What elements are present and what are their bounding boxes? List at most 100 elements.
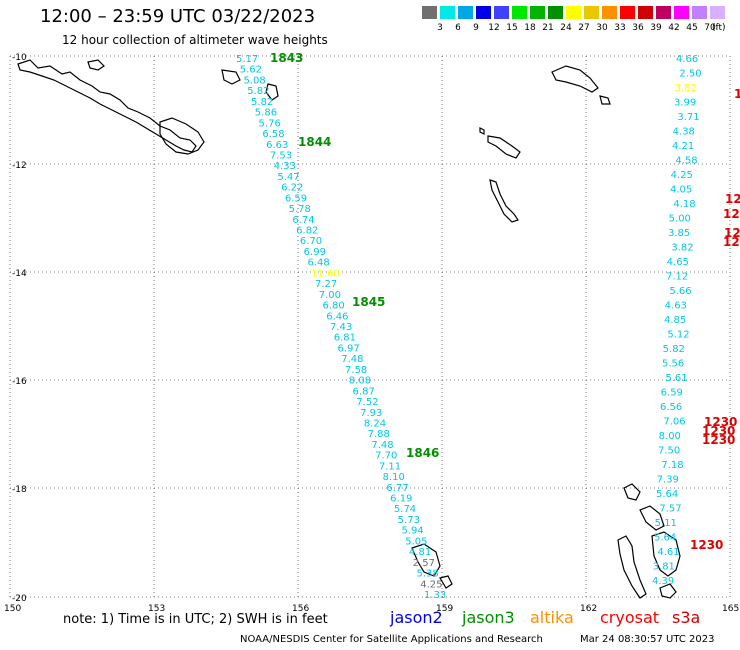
color-swatch xyxy=(620,6,635,19)
footnote: note: 1) Time is in UTC; 2) SWH is in fe… xyxy=(63,612,328,627)
wave-height-value: 6.81 xyxy=(334,333,356,344)
coastline-new-britain xyxy=(17,59,197,153)
wave-height-value: 6.22 xyxy=(281,183,303,194)
wave-height-value: 6.19 xyxy=(390,494,412,505)
wave-height-value: 5.64 xyxy=(654,533,676,544)
coastline-vanuatu-5 xyxy=(659,583,677,599)
wave-height-value: 5.74 xyxy=(394,504,416,515)
lon-tick-label: 150 xyxy=(4,604,21,614)
color-scale-label: 18 xyxy=(524,23,536,33)
color-scale-label: 6 xyxy=(455,23,461,33)
wave-height-value: 5.82 xyxy=(247,86,269,97)
wave-height-value: 3.82 xyxy=(671,243,693,254)
wave-height-value: 5.61 xyxy=(665,373,687,384)
wave-height-value: 7.48 xyxy=(341,354,363,365)
wave-height-value: 4.61 xyxy=(657,547,679,558)
lat-tick-label: -10 xyxy=(12,53,27,63)
color-swatch xyxy=(422,6,437,19)
wave-height-value: 7.52 xyxy=(356,397,378,408)
color-swatch xyxy=(710,6,725,19)
satellite-legend-item: jason3 xyxy=(462,608,515,627)
pass-time-marker: 12 xyxy=(724,226,740,240)
wave-height-value: 5.00 xyxy=(669,214,691,225)
wave-height-value: 5.38 xyxy=(416,569,438,580)
coastlines xyxy=(17,59,681,599)
map-subtitle: 12 hour collection of altimeter wave hei… xyxy=(62,33,328,47)
wave-height-value: 5.11 xyxy=(655,518,677,529)
color-swatch xyxy=(476,6,491,19)
wave-height-value: 7.70 xyxy=(375,451,397,462)
color-scale-label: 9 xyxy=(473,23,479,33)
wave-height-value: 6.46 xyxy=(326,311,348,322)
lat-tick-label: -18 xyxy=(12,485,27,495)
generated-timestamp: Mar 24 08:30:57 UTC 2023 xyxy=(580,634,715,645)
color-scale-label: 24 xyxy=(560,23,572,33)
wave-height-value: 1.33 xyxy=(424,590,446,601)
wave-height-value: 4.25 xyxy=(671,170,693,181)
wave-height-value: 3.99 xyxy=(674,98,696,109)
color-scale-label: 3 xyxy=(437,23,443,33)
color-swatch xyxy=(602,6,617,19)
color-swatch xyxy=(458,6,473,19)
color-scale-label: 42 xyxy=(668,23,680,33)
map-title: 12:00 – 23:59 UTC 03/22/2023 xyxy=(40,6,316,27)
wave-height-value: 4.85 xyxy=(664,315,686,326)
satellite-legend-item: jason2 xyxy=(390,608,443,627)
color-scale-label: 33 xyxy=(614,23,626,33)
wave-height-value: 7.50 xyxy=(658,446,680,457)
color-scale-label: 36 xyxy=(632,23,644,33)
lon-tick-label: 156 xyxy=(292,604,309,614)
pass-time-marker: 1230 xyxy=(690,538,723,552)
coastline-solomon-1 xyxy=(551,65,599,93)
wave-height-value: 5.05 xyxy=(405,536,427,547)
pass-time-marker: 1844 xyxy=(298,135,331,149)
wave-height-value: 5.82 xyxy=(251,97,273,108)
wave-height-value: 7.43 xyxy=(330,322,352,333)
wave-height-value: 4.21 xyxy=(672,141,694,152)
wave-height-value: 4.66 xyxy=(676,54,698,65)
lon-tick-label: 159 xyxy=(436,604,453,614)
wave-height-value: 8.00 xyxy=(659,431,681,442)
wave-height-value: 5.76 xyxy=(259,118,281,129)
wave-height-value: 7.00 xyxy=(319,290,341,301)
coastline-solomon-2 xyxy=(599,95,611,105)
coastline-vanuatu-2 xyxy=(639,505,665,531)
wave-height-value: 7.39 xyxy=(657,475,679,486)
wave-height-value: 5.64 xyxy=(656,489,678,500)
lon-tick-label: 153 xyxy=(148,604,165,614)
coastline-island-c xyxy=(221,69,241,85)
wave-height-value: 7.88 xyxy=(368,429,390,440)
wave-height-value: 5.94 xyxy=(401,526,423,537)
wave-height-value: 7.57 xyxy=(659,504,681,515)
color-swatch xyxy=(494,6,509,19)
wave-height-value: 5.62 xyxy=(240,65,262,76)
color-scale-label: 30 xyxy=(596,23,608,33)
wave-height-value: 4.25 xyxy=(420,579,442,590)
wave-height-value: 7.06 xyxy=(663,417,685,428)
wave-height-value: 8.08 xyxy=(349,376,371,387)
wave-height-value: 4.81 xyxy=(409,547,431,558)
wave-height-value: 6.74 xyxy=(292,215,314,226)
pass-time-marker: 1843 xyxy=(270,51,303,65)
wave-height-value: 4.05 xyxy=(670,185,692,196)
color-swatch xyxy=(440,6,455,19)
color-swatch xyxy=(692,6,707,19)
wave-height-value: 5.47 xyxy=(277,172,299,183)
wave-height-value: 5.56 xyxy=(662,359,684,370)
wave-height-value: 6.70 xyxy=(300,236,322,247)
wave-height-value: 2.50 xyxy=(679,69,701,80)
color-swatch xyxy=(530,6,545,19)
wave-height-value: 4.38 xyxy=(673,127,695,138)
wave-height-value: 7.11 xyxy=(379,461,401,472)
wave-height-value: 5.73 xyxy=(398,515,420,526)
wave-height-value: 7.58 xyxy=(345,365,367,376)
color-swatch xyxy=(548,6,563,19)
wave-height-value: 6.87 xyxy=(353,386,375,397)
wave-height-value: 6.97 xyxy=(338,343,360,354)
wave-height-value: 5.66 xyxy=(669,286,691,297)
wave-height-value: 2.57 xyxy=(413,558,435,569)
color-swatch xyxy=(656,6,671,19)
pass-time-marker: 12 xyxy=(723,235,740,249)
color-scale-label: 39 xyxy=(650,23,662,33)
